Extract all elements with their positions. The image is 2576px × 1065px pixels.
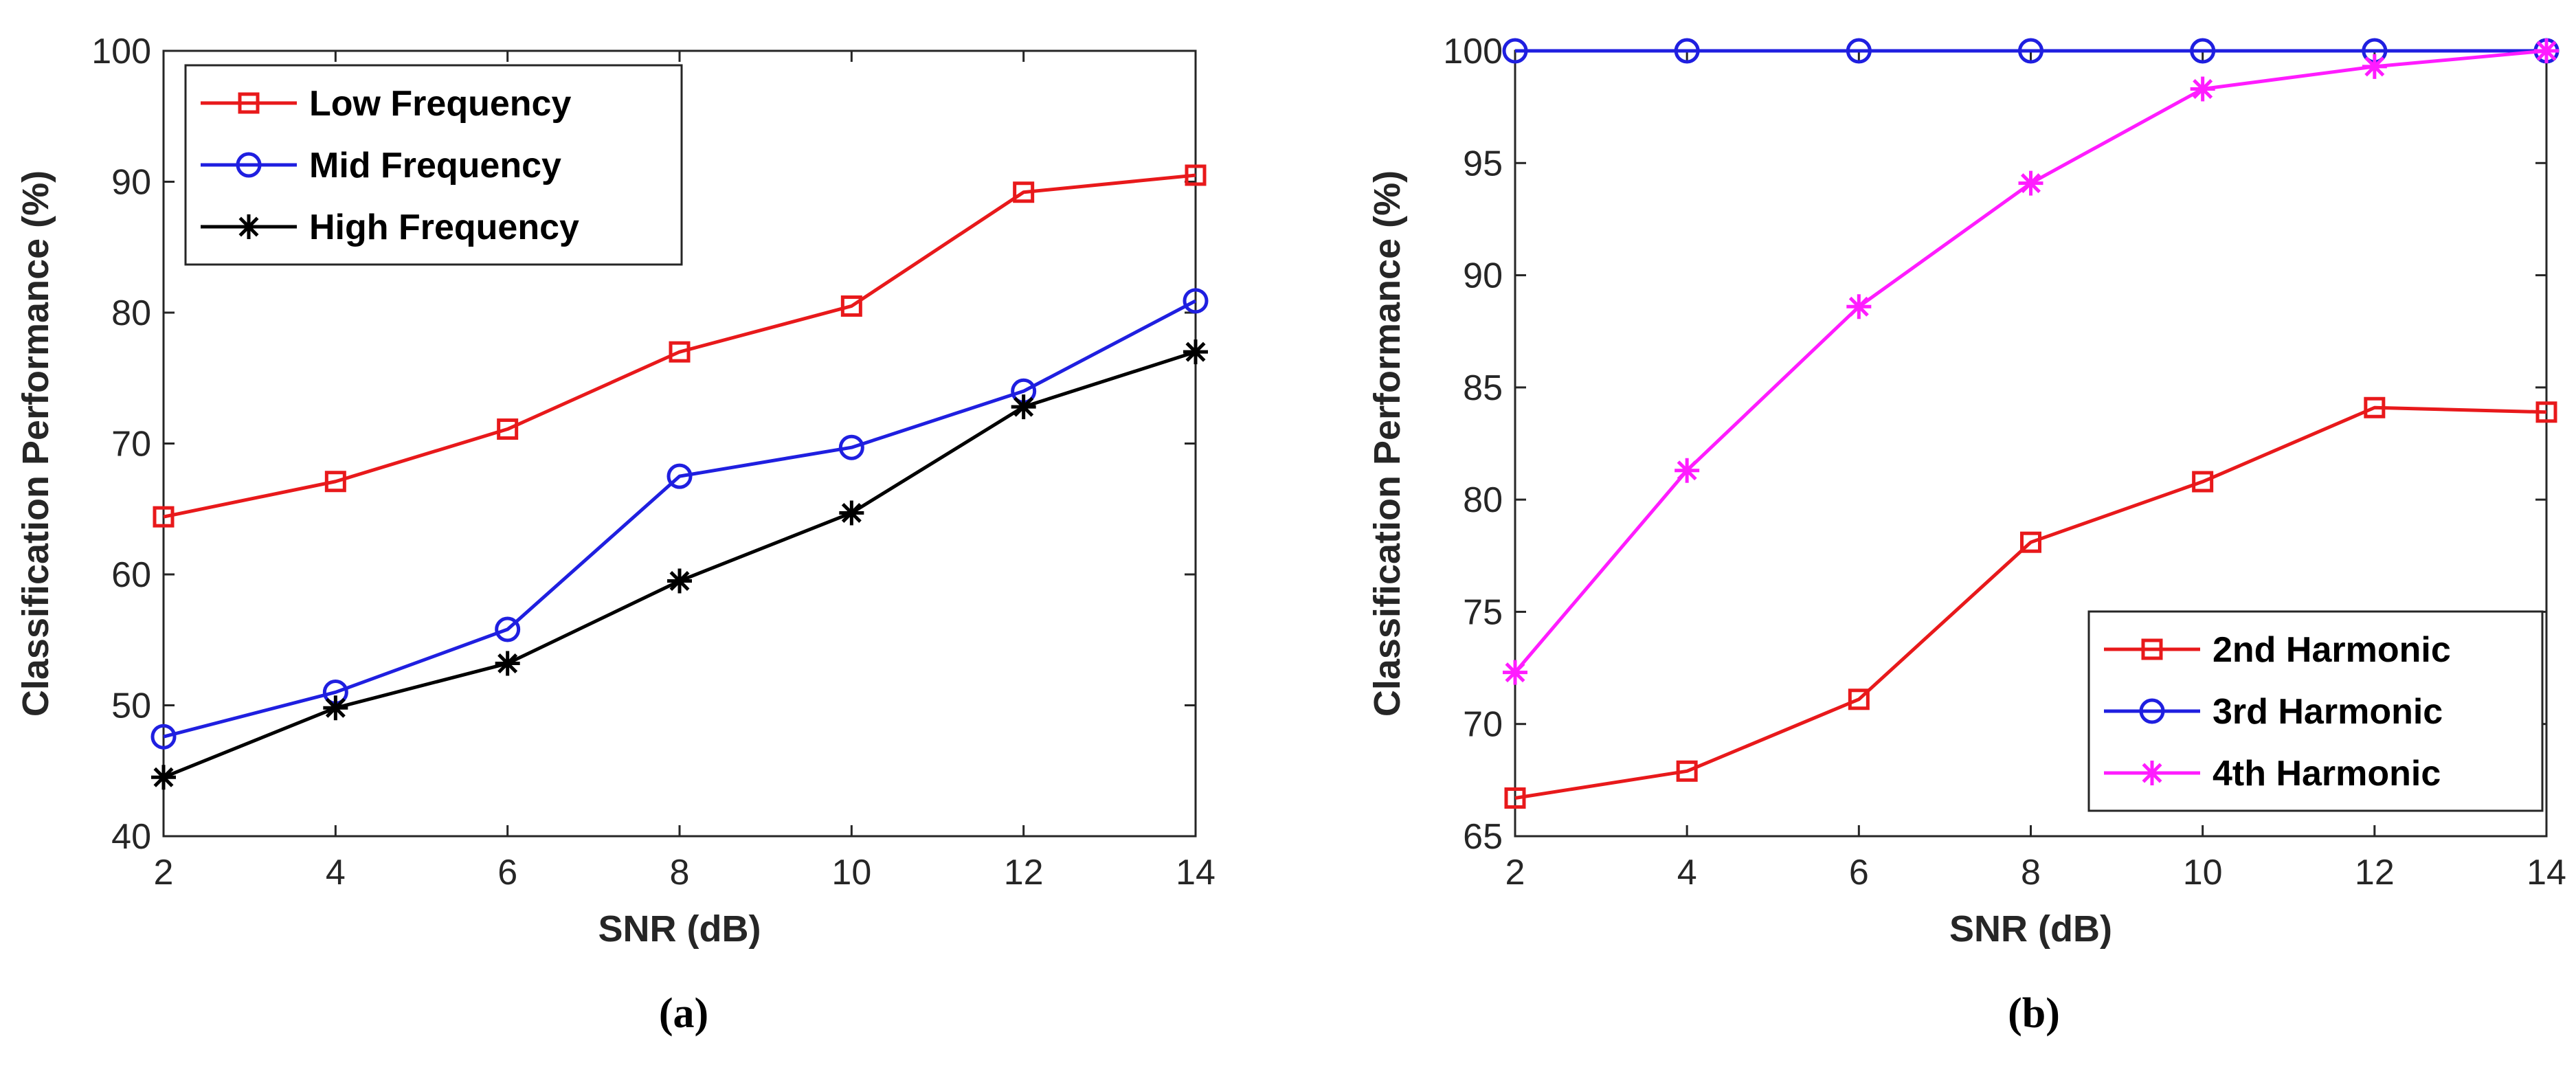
data-point-low-frequency: [669, 341, 691, 363]
data-point-3rd-harmonic: [1502, 38, 1528, 64]
data-point-high-frequency: [839, 500, 864, 526]
legend-marker-mid-frequency: [236, 152, 262, 178]
x-tick-label: 4: [326, 853, 346, 893]
data-point-4th-harmonic: [1503, 660, 1527, 685]
data-point-high-frequency: [667, 568, 692, 594]
data-point-2nd-harmonic: [2192, 471, 2214, 493]
data-point-mid-frequency: [838, 434, 864, 460]
data-point-2nd-harmonic: [1504, 787, 1526, 809]
x-tick-label: 14: [1176, 853, 1216, 893]
panel-caption: (a): [659, 990, 708, 1037]
series-low-frequency: [153, 164, 1207, 528]
data-point-3rd-harmonic: [2018, 38, 2043, 64]
series-line-2nd-harmonic: [1514, 405, 2547, 800]
data-point-4th-harmonic: [1846, 294, 1872, 320]
series-line-mid-frequency: [163, 299, 1197, 739]
series-4th-harmonic: [1503, 38, 2559, 685]
data-point-high-frequency: [323, 695, 348, 721]
legend-marker-high-frequency: [236, 214, 261, 239]
y-axis-label: Classification Performance (%): [15, 170, 56, 717]
data-point-low-frequency: [497, 418, 519, 440]
legend-label-2nd-harmonic: 2nd Harmonic: [2213, 630, 2451, 670]
legend-label-low-frequency: Low Frequency: [309, 84, 571, 124]
legend-marker-3rd-harmonic: [2139, 698, 2165, 724]
y-tick-label: 70: [111, 425, 151, 464]
x-tick-label: 8: [2021, 853, 2041, 893]
series-line-low-frequency: [163, 173, 1196, 519]
x-tick-label: 2: [154, 853, 174, 893]
x-tick-label: 12: [1004, 853, 1044, 893]
x-tick-label: 10: [2183, 853, 2223, 893]
y-tick-label: 100: [91, 32, 151, 71]
chart-panel-a: 2 4 6 8 10 12 14 40 50 60 70 80 90 100 SNR (dB) Classif…: [15, 32, 1216, 1037]
legend-marker-low-frequency: [238, 92, 260, 114]
data-point-4th-harmonic: [2362, 54, 2387, 79]
legend: 2nd Harmonic 3rd Harmonic 4th Harmonic: [2087, 610, 2544, 812]
data-point-low-frequency: [324, 471, 346, 493]
series-high-frequency: [151, 339, 1208, 790]
y-tick-label: 80: [111, 293, 151, 333]
y-tick-label: 85: [1463, 368, 1503, 408]
y-tick-label: 90: [1463, 256, 1503, 296]
data-point-4th-harmonic: [2018, 170, 2043, 196]
legend-label-mid-frequency: Mid Frequency: [309, 146, 561, 186]
data-point-low-frequency: [1013, 181, 1035, 203]
data-point-low-frequency: [840, 295, 862, 317]
legend-marker-2nd-harmonic: [2141, 638, 2163, 660]
data-point-3rd-harmonic: [1846, 38, 1872, 64]
x-tick-label: 8: [670, 853, 690, 893]
legend-label-high-frequency: High Frequency: [309, 208, 579, 247]
chart-panel-b: 2 4 6 8 10 12 14 65 70 75 80 85 90 95 100 SNR (dB) Class…: [1367, 32, 2566, 1037]
data-point-high-frequency: [1011, 394, 1036, 420]
data-point-mid-frequency: [667, 463, 693, 489]
data-point-3rd-harmonic: [1674, 38, 1700, 64]
y-tick-label: 80: [1463, 480, 1503, 520]
x-tick-label: 14: [2527, 853, 2566, 893]
x-axis-label: SNR (dB): [1949, 908, 2112, 950]
data-point-3rd-harmonic: [2190, 38, 2216, 64]
legend-marker-4th-harmonic: [2140, 761, 2164, 785]
data-point-4th-harmonic: [1675, 458, 1700, 483]
y-tick-label: 65: [1463, 817, 1503, 857]
y-tick-label: 60: [111, 555, 151, 595]
x-tick-label: 4: [1677, 853, 1697, 893]
data-point-high-frequency: [151, 765, 176, 790]
data-point-2nd-harmonic: [1676, 760, 1698, 782]
data-point-high-frequency: [495, 651, 520, 676]
x-tick-label: 12: [2355, 853, 2395, 893]
y-tick-label: 100: [1443, 32, 1503, 71]
panel-caption: (b): [2008, 990, 2060, 1037]
y-tick-label: 70: [1463, 705, 1503, 745]
data-point-high-frequency: [1183, 339, 1208, 365]
x-tick-label: 2: [1505, 853, 1525, 893]
data-point-2nd-harmonic: [1848, 688, 1870, 710]
data-point-mid-frequency: [150, 724, 177, 750]
y-axis-label: Classification Performance (%): [1367, 170, 1408, 717]
y-tick-label: 95: [1463, 144, 1503, 183]
data-point-2nd-harmonic: [2020, 531, 2041, 553]
data-point-2nd-harmonic: [2364, 396, 2386, 418]
series-mid-frequency: [150, 288, 1209, 750]
legend: Low Frequency Mid Frequency High Frequency: [184, 64, 683, 266]
series-2nd-harmonic: [1504, 396, 2557, 809]
legend-label-3rd-harmonic: 3rd Harmonic: [2213, 692, 2443, 732]
x-tick-label: 10: [831, 853, 871, 893]
x-tick-label: 6: [1849, 853, 1869, 893]
data-point-mid-frequency: [1183, 288, 1209, 314]
x-tick-label: 6: [497, 853, 517, 893]
data-point-low-frequency: [1185, 164, 1207, 186]
y-tick-label: 90: [111, 163, 151, 203]
data-point-4th-harmonic: [2190, 76, 2215, 102]
legend-label-4th-harmonic: 4th Harmonic: [2213, 754, 2441, 794]
data-point-2nd-harmonic: [2535, 401, 2557, 423]
y-tick-label: 50: [111, 686, 151, 726]
y-tick-label: 40: [111, 817, 151, 857]
data-point-mid-frequency: [495, 616, 521, 642]
x-axis-label: SNR (dB): [598, 908, 761, 950]
data-point-4th-harmonic: [2534, 38, 2559, 63]
data-point-low-frequency: [153, 506, 175, 528]
y-tick-label: 75: [1463, 592, 1503, 632]
